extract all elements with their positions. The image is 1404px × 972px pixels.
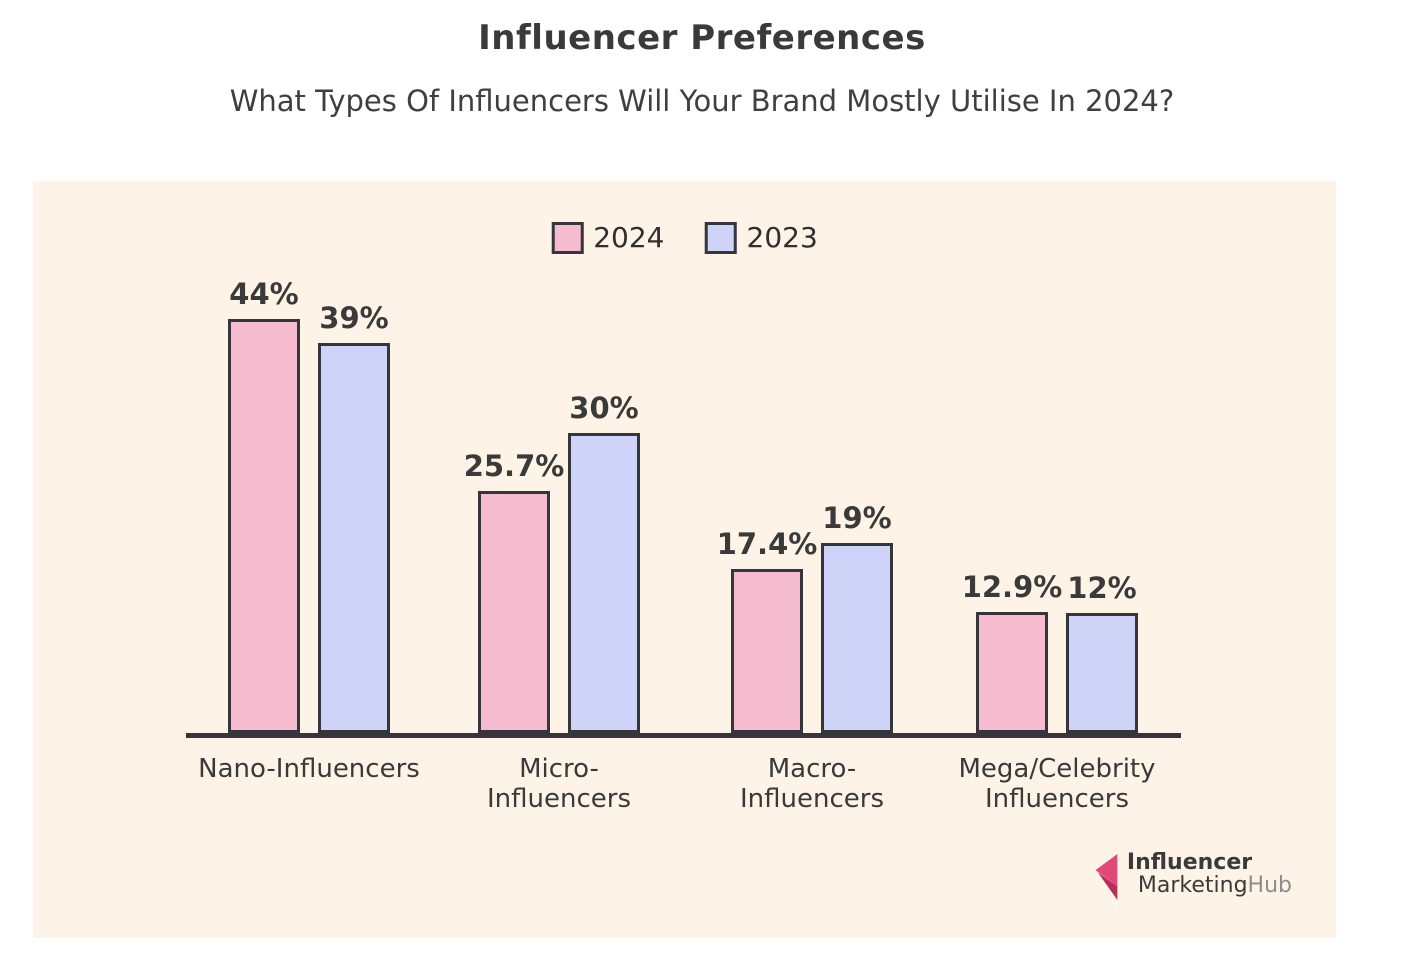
category-label-2: Micro- Influencers: [486, 754, 632, 814]
value-label-2023-1: 39%: [319, 301, 389, 335]
bar-2024-1: [228, 319, 300, 733]
bar-group-1: 44% 39% Nano-Influencers: [198, 181, 420, 784]
chart-legend: 2024 2023: [551, 221, 818, 254]
value-label-2024-3: 17.4%: [716, 527, 818, 561]
legend-item-2023: 2023: [704, 221, 818, 254]
brand-logo-text: Influencer MarketingHub: [1127, 851, 1292, 897]
plot-area: 44% 39% Nano-Influencers 25.7% 30% Micro- Inf…: [186, 181, 1181, 814]
legend-swatch-2023: [704, 221, 737, 254]
legend-item-2024: 2024: [551, 221, 665, 254]
bar-2023-3: [821, 543, 893, 733]
value-label-2023-2: 30%: [569, 391, 639, 425]
bar-2023-4: [1066, 613, 1138, 733]
bar-2024-2: [478, 491, 550, 733]
bar-group-4: 12.9% 12% Mega/Celebrity Influencers: [959, 181, 1156, 814]
bar-group-3: 17.4% 19% Macro- Influencers: [717, 181, 893, 814]
bar-group-2: 25.7% 30% Micro- Influencers: [464, 181, 640, 814]
brand-logo-line1: Influencer: [1126, 850, 1253, 875]
value-label-2024-2: 25.7%: [463, 449, 565, 483]
x-axis-line: [186, 733, 1181, 738]
brand-logo-line2: MarketingHub: [1127, 874, 1292, 897]
brand-logo: Influencer MarketingHub: [1092, 851, 1292, 900]
value-label-2023-3: 19%: [822, 501, 892, 535]
bar-2024-4: [976, 612, 1048, 733]
value-label-2024-4: 12.9%: [961, 570, 1063, 604]
legend-label-2023: 2023: [746, 221, 818, 254]
page-subtitle: What Types Of Influencers Will Your Bran…: [229, 84, 1175, 118]
brand-logo-marketing: Marketing: [1137, 873, 1248, 899]
bar-2024-3: [731, 569, 803, 733]
chart-panel: 2024 2023 44% 39% Nano-Influencers 25.7% 30%…: [33, 181, 1336, 938]
brand-logo-mark: [1095, 854, 1118, 900]
value-label-2024-1: 44%: [229, 277, 299, 311]
brand-logo-hub: Hub: [1247, 873, 1292, 899]
bar-2023-2: [568, 433, 640, 733]
legend-label-2024: 2024: [593, 221, 665, 254]
legend-swatch-2024: [551, 221, 584, 254]
bar-2023-1: [318, 343, 390, 733]
page-title: Influencer Preferences: [478, 18, 926, 58]
category-label-1: Nano-Influencers: [198, 754, 420, 784]
value-label-2023-4: 12%: [1067, 571, 1137, 605]
category-label-4: Mega/Celebrity Influencers: [958, 754, 1156, 814]
category-label-3: Macro- Influencers: [739, 754, 885, 814]
